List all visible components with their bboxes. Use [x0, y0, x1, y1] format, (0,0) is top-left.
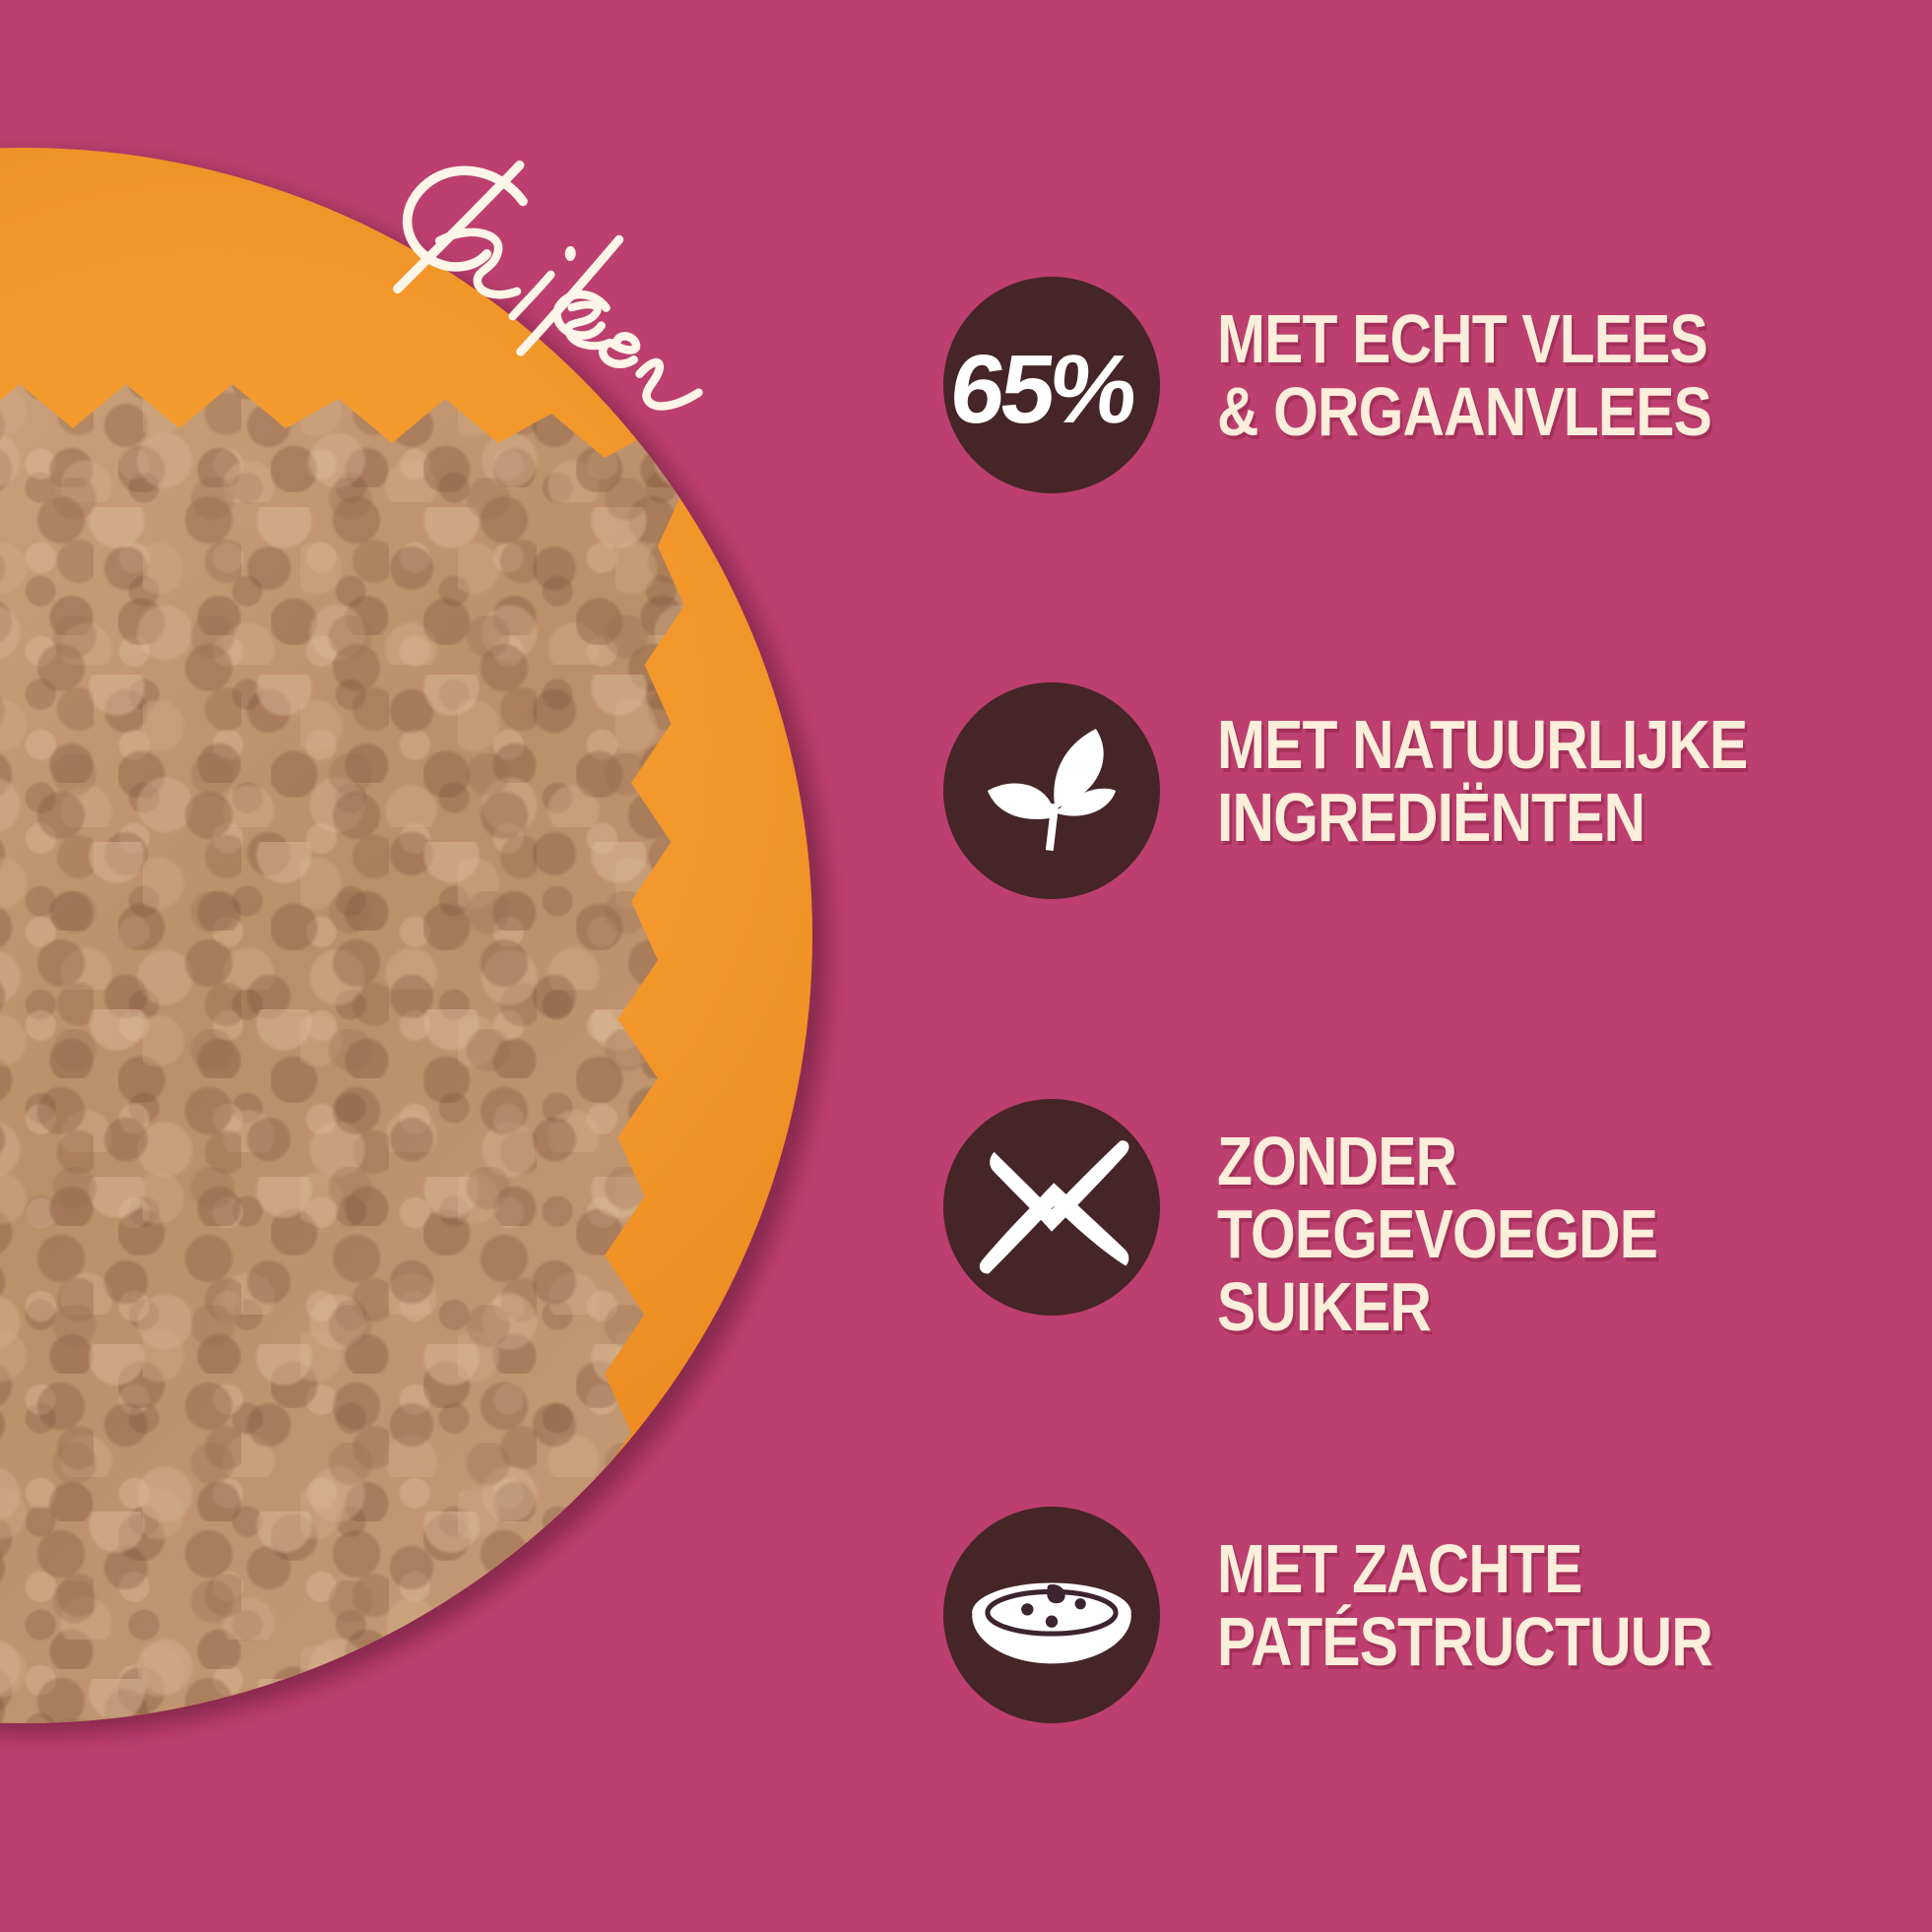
svg-text:65%: 65%: [945, 334, 1140, 443]
